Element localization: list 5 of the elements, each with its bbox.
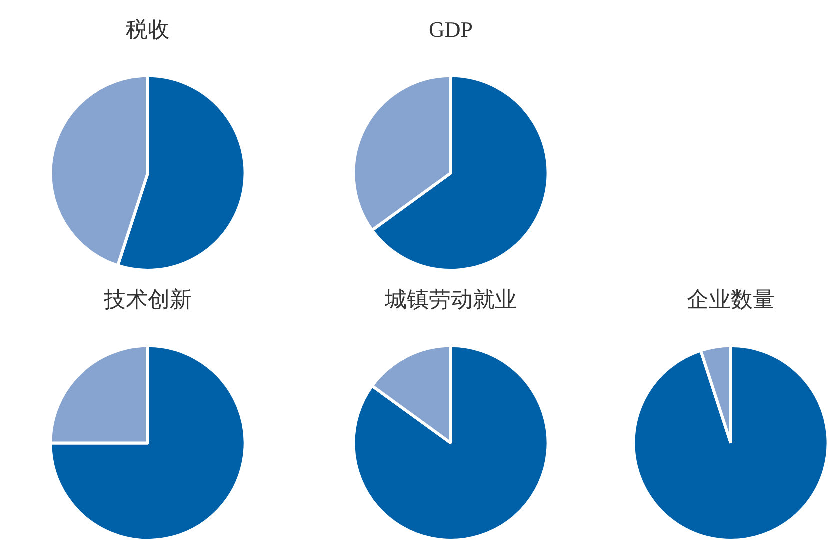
- chart-title: GDP: [428, 16, 474, 42]
- chart-title: 企业数量: [687, 286, 775, 312]
- chart-title: 技术创新: [103, 286, 192, 312]
- chart-title: 税收: [126, 16, 170, 42]
- chart-title: 城镇劳动就业: [384, 286, 517, 312]
